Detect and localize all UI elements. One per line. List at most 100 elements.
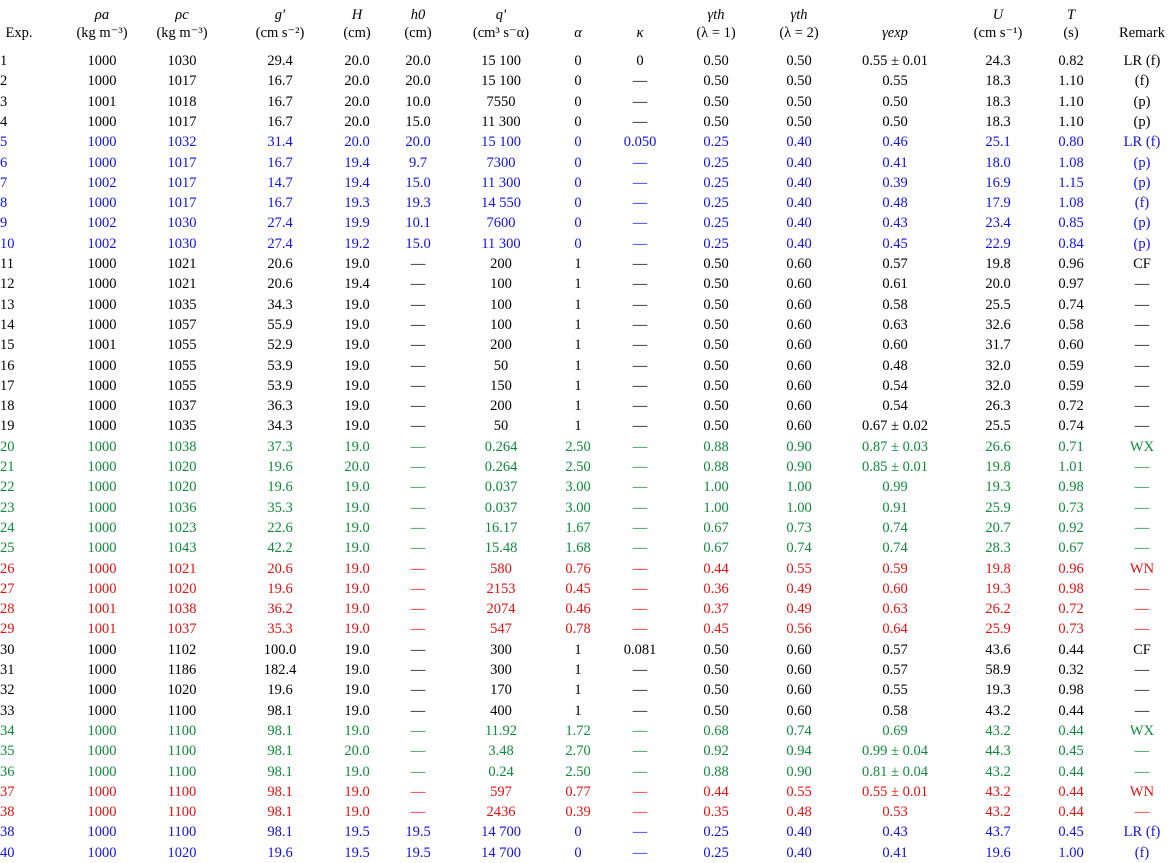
cell-t: 1.01 <box>1058 459 1084 475</box>
header-symbol: h0 <box>410 7 426 23</box>
cell-h0: 15.0 <box>405 235 431 252</box>
cell-gamma-th-2: 0.50 <box>786 113 812 130</box>
cell-h: 19.0 <box>344 499 370 516</box>
cell-exp: 14 <box>0 316 15 333</box>
cell-g-prime: 100.0 <box>263 641 297 658</box>
cell-h: 19.0 <box>344 662 370 678</box>
cell-h: 19.0 <box>344 783 370 800</box>
cell-exp: 17 <box>0 377 15 394</box>
cell-gamma-th-2: 0.60 <box>786 662 812 678</box>
cell-t: 0.73 <box>1058 621 1084 638</box>
cell-remark: WX <box>1129 722 1155 739</box>
cell-kappa: — <box>632 418 648 435</box>
cell-h0: — <box>410 276 426 293</box>
cell-exp: 23 <box>0 499 15 516</box>
cell-rho-a: 1000 <box>87 682 117 699</box>
cell-gamma-exp: 0.43 <box>882 215 908 232</box>
cell-kappa: — <box>632 438 648 455</box>
cell-gamma-exp: 0.48 <box>882 195 908 212</box>
cell-u: 25.9 <box>985 621 1011 638</box>
cell-t: 0.45 <box>1058 743 1084 760</box>
cell-remark: — <box>1134 459 1150 475</box>
cell-g-prime: 19.6 <box>267 844 293 861</box>
cell-alpha: 1.68 <box>565 540 591 557</box>
cell-gamma-th-2: 0.55 <box>786 560 812 577</box>
cell-g-prime: 98.1 <box>267 722 293 739</box>
cell-q-prime: 597 <box>490 783 512 800</box>
cell-remark: LR (f) <box>1123 53 1161 69</box>
cell-gamma-th-2: 1.00 <box>786 499 812 516</box>
table-row: 34 1000 1100 98.1 19.0 — 11.92 1.72 — 0.68 0.74 0.6… <box>0 721 1169 741</box>
cell-exp: 16 <box>0 357 15 374</box>
cell-rho-c: 1020 <box>167 682 197 699</box>
cell-g-prime: 36.3 <box>267 398 293 415</box>
cell-gamma-th-1: 0.50 <box>703 398 729 415</box>
cell-rho-c: 1043 <box>167 540 197 557</box>
cell-kappa: — <box>632 519 648 536</box>
table-row: 35 1000 1100 98.1 20.0 — 3.48 2.70 — 0.92 0.94 0.99… <box>0 741 1169 761</box>
cell-u: 58.9 <box>985 662 1011 678</box>
table-row: 25 1000 1043 42.2 19.0 — 15.48 1.68 — 0.67 0.74 0.7… <box>0 538 1169 558</box>
table-row: 17 1000 1055 53.9 19.0 — 150 1 — 0.50 0.60 0.54 32.0… <box>0 376 1169 396</box>
table-row: 16 1000 1055 53.9 19.0 — 50 1 — 0.50 0.60 0.48 32.0 0… <box>0 356 1169 376</box>
cell-gamma-exp: 0.55 ± 0.01 <box>862 53 928 69</box>
cell-h0: 20.0 <box>405 53 431 69</box>
cell-exp: 32 <box>0 682 15 699</box>
cell-h: 19.0 <box>344 377 370 394</box>
cell-gamma-th-1: 0.44 <box>703 560 729 577</box>
cell-g-prime: 19.6 <box>267 479 293 496</box>
cell-g-prime: 14.7 <box>267 174 293 191</box>
cell-gamma-exp: 0.87 ± 0.03 <box>862 438 928 455</box>
cell-gamma-th-1: 0.88 <box>703 763 729 780</box>
cell-t: 0.44 <box>1058 641 1084 658</box>
cell-t: 0.44 <box>1058 702 1084 719</box>
cell-gamma-exp: 0.99 <box>882 479 908 496</box>
cell-u: 23.4 <box>985 215 1011 232</box>
cell-alpha: 1 <box>574 296 582 313</box>
cell-q-prime: 15 100 <box>481 134 521 151</box>
cell-u: 20.7 <box>985 519 1011 536</box>
cell-q-prime: 11 300 <box>481 235 521 252</box>
cell-rho-c: 1038 <box>167 438 197 455</box>
cell-u: 16.9 <box>985 174 1011 191</box>
cell-gamma-exp: 0.45 <box>882 235 908 252</box>
cell-h0: 20.0 <box>405 73 431 90</box>
cell-alpha: 2.50 <box>565 438 591 455</box>
table-row: 13 1000 1035 34.3 19.0 — 100 1 — 0.50 0.60 0.58 25.5… <box>0 295 1169 315</box>
cell-h: 19.0 <box>344 560 370 577</box>
table-row: 21 1000 1020 19.6 20.0 — 0.264 2.50 — 0.88 0.90 0.8… <box>0 457 1169 477</box>
cell-exp: 40 <box>0 844 15 861</box>
cell-h: 19.0 <box>344 702 370 719</box>
header-symbol: ρa <box>94 7 110 23</box>
cell-t: 0.45 <box>1058 824 1084 841</box>
cell-kappa: 0.081 <box>623 641 657 658</box>
cell-gamma-th-1: 0.50 <box>703 357 729 374</box>
header-symbol: H <box>351 7 363 23</box>
cell-q-prime: 15 100 <box>481 53 521 69</box>
cell-rho-a: 1000 <box>87 418 117 435</box>
cell-q-prime: 11.92 <box>484 722 518 739</box>
cell-h: 19.4 <box>344 276 370 293</box>
cell-gamma-th-1: 0.25 <box>703 154 729 171</box>
cell-g-prime: 98.1 <box>267 702 293 719</box>
cell-exp: 21 <box>0 459 15 475</box>
table-row: 5 1000 1032 31.4 20.0 20.0 15 100 0 0.050 0.25 0.4… <box>0 132 1169 152</box>
cell-h: 20.0 <box>344 459 370 475</box>
cell-h0: 9.7 <box>408 154 428 171</box>
cell-remark: CF <box>1133 256 1151 272</box>
cell-rho-a: 1001 <box>87 621 117 638</box>
cell-g-prime: 19.6 <box>267 682 293 699</box>
cell-h0: — <box>410 763 426 780</box>
cell-kappa: — <box>632 195 648 212</box>
cell-h0: — <box>410 804 426 821</box>
cell-gamma-th-1: 0.50 <box>703 53 729 69</box>
cell-gamma-th-2: 0.50 <box>786 53 812 69</box>
cell-rho-c: 1030 <box>167 235 197 252</box>
cell-remark: (f) <box>1134 844 1150 861</box>
cell-exp: 35 <box>0 743 15 760</box>
cell-t: 0.67 <box>1058 540 1084 557</box>
cell-h0: — <box>410 601 426 618</box>
header-h: H (cm) <box>343 6 370 42</box>
cell-remark: — <box>1134 519 1150 536</box>
cell-rho-c: 1036 <box>167 499 197 516</box>
